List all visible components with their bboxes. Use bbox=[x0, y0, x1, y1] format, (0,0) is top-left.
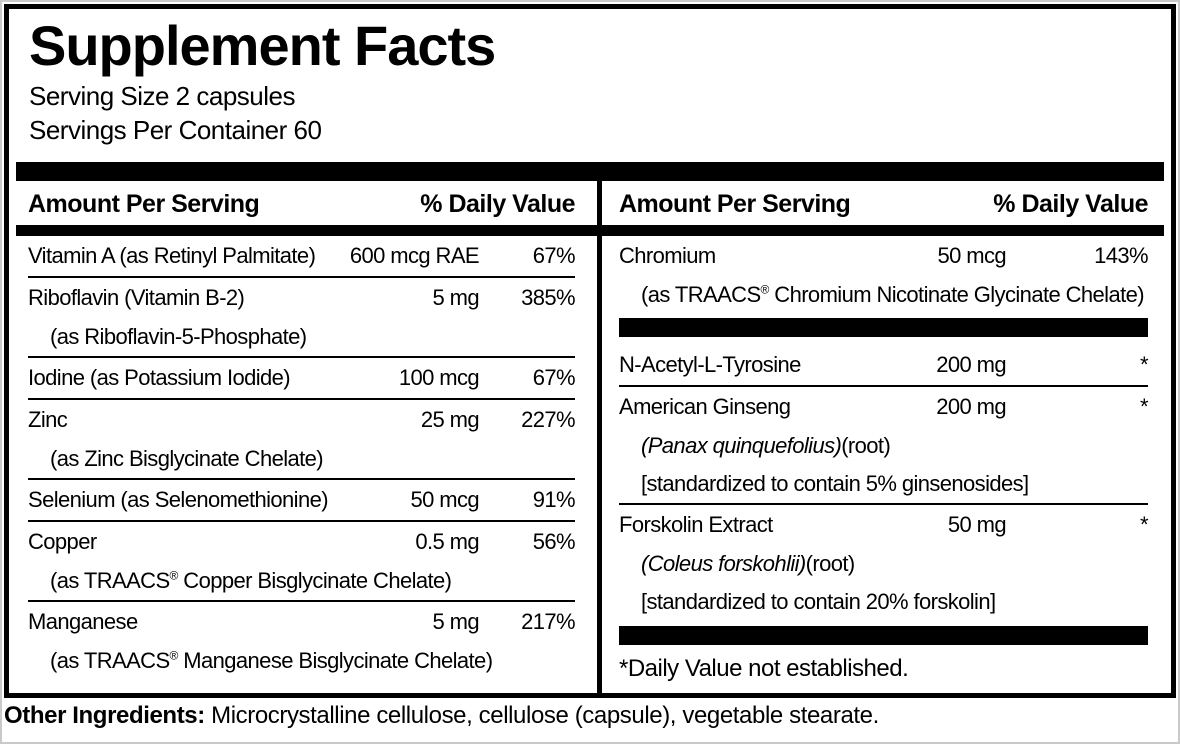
left-daily-value-header: % Daily Value bbox=[420, 190, 575, 218]
nutrient-name: Manganese bbox=[28, 609, 138, 634]
nutrient-amount: 600 mcg RAE bbox=[349, 243, 480, 268]
header-separator-bar bbox=[16, 225, 1164, 236]
botanical-name-note: (Coleus forskohlii)(root) bbox=[641, 551, 855, 576]
nutrient-source-note: (as TRAACS® Chromium Nicotinate Glycinat… bbox=[641, 282, 1145, 307]
nutrient-amount: 0.5 mg bbox=[415, 529, 479, 554]
right-amount-per-serving-header: Amount Per Serving bbox=[619, 190, 851, 218]
nutrient-amount: 200 mg bbox=[936, 352, 1006, 377]
nutrient-row-riboflavin: Riboflavin (Vitamin B-2) 5 mg 385% (as R… bbox=[28, 276, 576, 356]
nutrient-source-note: (as TRAACS® Manganese Bisglycinate Chela… bbox=[50, 648, 493, 673]
other-ingredients-text: Microcrystalline cellulose, cellulose (c… bbox=[204, 702, 879, 729]
supplement-facts-title: Supplement Facts bbox=[29, 14, 496, 77]
nutrient-daily-value: 143% bbox=[1094, 243, 1148, 268]
nutrient-daily-value: 67% bbox=[532, 365, 576, 390]
nutrient-name: Copper bbox=[28, 529, 97, 554]
nutrient-name: Vitamin A (as Retinyl Palmitate) bbox=[28, 243, 316, 268]
nutrient-daily-value: * bbox=[1140, 512, 1149, 537]
column-divider bbox=[597, 181, 602, 693]
standardization-note: [standardized to contain 5% ginsenosides… bbox=[641, 471, 1029, 496]
botanical-name-note: (Panax quinquefolius)(root) bbox=[641, 433, 891, 458]
nutrient-source-note: (as TRAACS® Copper Bisglycinate Chelate) bbox=[50, 568, 452, 593]
nutrient-daily-value: 385% bbox=[521, 285, 575, 310]
registered-trademark-symbol: ® bbox=[760, 282, 770, 297]
nutrient-amount: 5 mg bbox=[432, 285, 479, 310]
registered-trademark-symbol: ® bbox=[169, 648, 179, 663]
left-column-header: Amount Per Serving % Daily Value bbox=[16, 181, 597, 225]
nutrient-amount: 5 mg bbox=[432, 609, 479, 634]
right-column: Chromium 50 mcg 143% (as TRAACS® Chromiu… bbox=[597, 236, 1164, 688]
nutrient-amount: 50 mcg bbox=[410, 487, 479, 512]
standardization-note: [standardized to contain 20% forskolin] bbox=[641, 589, 996, 614]
nutrient-daily-value: 67% bbox=[532, 243, 576, 268]
nutrient-amount: 50 mcg bbox=[937, 243, 1006, 268]
servings-per-container-text: Servings Per Container 60 bbox=[29, 115, 322, 145]
nutrient-daily-value: * bbox=[1140, 352, 1149, 377]
nutrient-source-note: (as Zinc Bisglycinate Chelate) bbox=[50, 446, 324, 471]
nutrient-row-vitamin-a: Vitamin A (as Retinyl Palmitate) 600 mcg… bbox=[28, 236, 576, 276]
nutrient-name: American Ginseng bbox=[619, 394, 791, 419]
section-separator-bar bbox=[619, 318, 1148, 337]
nutrient-row-iodine: Iodine (as Potassium Iodide) 100 mcg 67% bbox=[28, 356, 576, 398]
nutrient-daily-value: * bbox=[1140, 394, 1149, 419]
other-ingredients-label: Other Ingredients: bbox=[4, 702, 205, 729]
nutrient-name: N-Acetyl-L-Tyrosine bbox=[619, 352, 801, 377]
left-column: Vitamin A (as Retinyl Palmitate) 600 mcg… bbox=[16, 236, 597, 680]
table-body: Vitamin A (as Retinyl Palmitate) 600 mcg… bbox=[16, 236, 1164, 688]
nutrient-amount: 50 mg bbox=[947, 512, 1007, 537]
facts-table: Amount Per Serving % Daily Value Amount … bbox=[16, 181, 1164, 693]
nutrient-name: Forskolin Extract bbox=[619, 512, 773, 537]
nutrient-row-selenium: Selenium (as Selenomethionine) 50 mcg 91… bbox=[28, 478, 576, 520]
nutrient-row-chromium: Chromium 50 mcg 143% (as TRAACS® Chromiu… bbox=[619, 236, 1149, 314]
right-daily-value-header: % Daily Value bbox=[993, 190, 1148, 218]
nutrient-name: Zinc bbox=[28, 407, 68, 432]
nutrient-row-american-ginseng: American Ginseng 200 mg * (Panax quinque… bbox=[619, 385, 1149, 503]
top-separator-bar bbox=[16, 162, 1164, 181]
nutrient-amount: 200 mg bbox=[936, 394, 1006, 419]
other-ingredients-line: Other Ingredients: Microcrystalline cell… bbox=[4, 702, 879, 730]
nutrient-row-zinc: Zinc 25 mg 227% (as Zinc Bisglycinate Ch… bbox=[28, 398, 576, 478]
nutrient-daily-value: 56% bbox=[532, 529, 576, 554]
nutrient-name: Riboflavin (Vitamin B-2) bbox=[28, 285, 245, 310]
nutrient-name: Iodine (as Potassium Iodide) bbox=[28, 365, 291, 390]
nutrient-row-forskolin-extract: Forskolin Extract 50 mg * (Coleus forsko… bbox=[619, 503, 1149, 621]
daily-value-footnote: *Daily Value not established. bbox=[619, 655, 909, 682]
nutrient-daily-value: 91% bbox=[532, 487, 576, 512]
section-separator-bar bbox=[619, 626, 1148, 645]
nutrient-amount: 100 mcg bbox=[398, 365, 480, 390]
nutrient-row-manganese: Manganese 5 mg 217% (as TRAACS® Manganes… bbox=[28, 600, 576, 680]
registered-trademark-symbol: ® bbox=[169, 568, 179, 583]
nutrient-daily-value: 227% bbox=[521, 407, 575, 432]
nutrient-row-copper: Copper 0.5 mg 56% (as TRAACS® Copper Bis… bbox=[28, 520, 576, 600]
table-header-row: Amount Per Serving % Daily Value Amount … bbox=[16, 181, 1164, 225]
left-amount-per-serving-header: Amount Per Serving bbox=[28, 190, 260, 218]
nutrient-name: Chromium bbox=[619, 243, 716, 268]
nutrient-daily-value: 217% bbox=[521, 609, 575, 634]
serving-size-text: Serving Size 2 capsules bbox=[29, 81, 295, 111]
nutrient-name: Selenium (as Selenomethionine) bbox=[28, 487, 329, 512]
nutrient-row-n-acetyl-l-tyrosine: N-Acetyl-L-Tyrosine 200 mg * bbox=[619, 345, 1149, 385]
supplement-facts-panel: Supplement Facts Serving Size 2 capsules… bbox=[4, 4, 1176, 698]
nutrient-amount: 25 mg bbox=[420, 407, 480, 432]
nutrient-source-note: (as Riboflavin-5-Phosphate) bbox=[50, 324, 307, 349]
right-column-header: Amount Per Serving % Daily Value bbox=[597, 181, 1164, 225]
